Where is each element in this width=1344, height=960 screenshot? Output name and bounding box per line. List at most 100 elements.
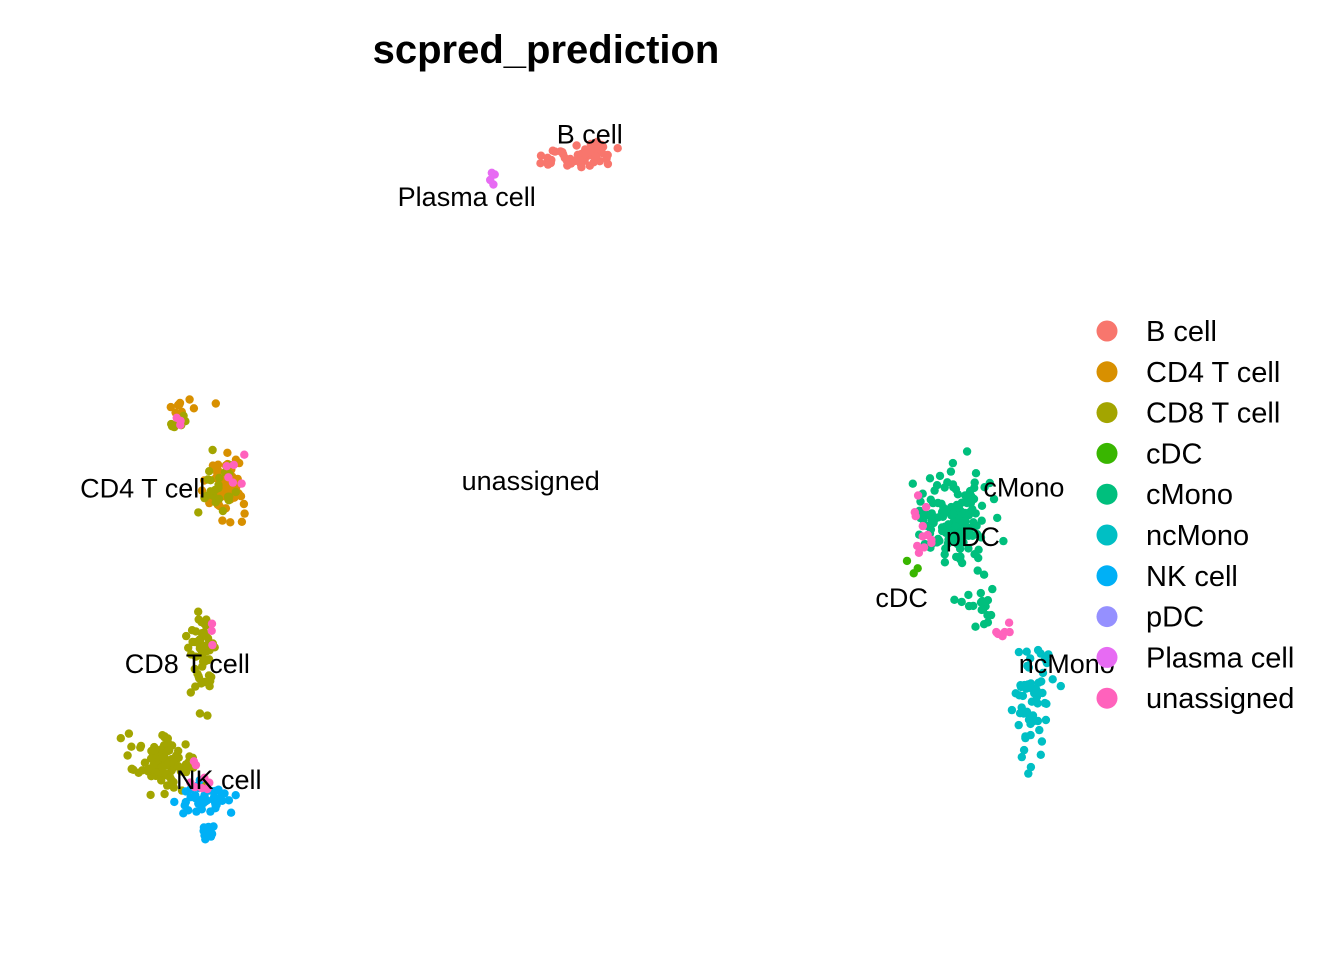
legend-item-plasma-cell: Plasma cell [1096, 642, 1294, 674]
point-cd8-t-cell [208, 445, 217, 455]
point-cmono [930, 486, 939, 495]
cluster-label-plasma-cell: Plasma cell [398, 182, 536, 212]
point-b-cell [547, 155, 556, 165]
legend-label-b-cell: B cell [1146, 316, 1217, 348]
point-cd8-t-cell [195, 709, 205, 718]
point-ncmono [1056, 681, 1066, 691]
point-cmono [969, 601, 978, 611]
point-cmono [958, 531, 968, 541]
point-nk-cell [209, 795, 218, 805]
point-ncmono [1033, 699, 1042, 708]
point-ncmono [1007, 705, 1017, 715]
point-unassigned [913, 491, 923, 500]
point-b-cell [591, 152, 600, 161]
point-cmono [988, 584, 997, 594]
point-b-cell [536, 151, 546, 160]
point-cd8-t-cell [158, 763, 167, 772]
cluster-label-cd8-t-cell: CD8 T cell [125, 649, 250, 679]
point-cd8-t-cell [167, 775, 176, 784]
legend-key-b-cell [1096, 320, 1118, 342]
point-cdc [902, 556, 912, 566]
point-unassigned [921, 502, 931, 512]
legend-item-cmono: cMono [1096, 479, 1233, 511]
point-cmono [943, 539, 953, 548]
point-cmono [957, 498, 966, 507]
point-cmono [976, 533, 986, 542]
point-ncmono [1036, 750, 1046, 759]
point-nk-cell [184, 806, 193, 815]
legend: B cell CD4 T cell CD8 T cell cDC cMono ncMono… [1096, 316, 1294, 715]
point-ncmono [1019, 745, 1029, 755]
point-cd8-t-cell [157, 776, 166, 785]
point-cmono [968, 531, 977, 540]
point-cmono [940, 558, 950, 567]
point-cd8-t-cell [146, 790, 155, 800]
point-cd8-t-cell [123, 751, 132, 760]
point-ncmono [1035, 725, 1044, 735]
point-ncmono [1011, 689, 1020, 698]
point-cd8-t-cell [194, 508, 203, 517]
point-unassigned [998, 632, 1007, 641]
point-cd8-t-cell [150, 746, 160, 755]
point-ncmono [1033, 690, 1042, 700]
point-cmono [908, 479, 917, 488]
point-cmono [979, 620, 989, 629]
point-cmono [964, 590, 973, 600]
legend-key-unassigned [1096, 687, 1118, 709]
point-cmono [961, 516, 970, 526]
point-unassigned [228, 478, 238, 487]
point-cd8-t-cell [215, 473, 224, 483]
point-cmono [966, 495, 975, 505]
legend-label-plasma-cell: Plasma cell [1146, 642, 1294, 674]
legend-label-cd4-t-cell: CD4 T cell [1146, 357, 1280, 389]
legend-item-cdc: cDC [1096, 438, 1202, 470]
point-cd8-t-cell [195, 674, 204, 683]
point-unassigned [190, 782, 199, 792]
point-cd8-t-cell [206, 487, 215, 496]
legend-key-cd4-t-cell [1096, 361, 1118, 383]
point-cmono [977, 516, 986, 525]
cluster-label-nk-cell: NK cell [176, 765, 262, 795]
point-ncmono [1024, 769, 1033, 778]
point-cd4-t-cell [218, 516, 227, 525]
point-unassigned [197, 784, 207, 793]
point-cmono [955, 544, 965, 553]
point-cd8-t-cell [174, 746, 183, 756]
point-ncmono [1041, 715, 1051, 725]
point-cmono [971, 622, 980, 631]
point-cd4-t-cell [166, 402, 175, 412]
legend-item-cd8-t-cell: CD8 T cell [1096, 398, 1280, 430]
point-cd8-t-cell [200, 493, 209, 503]
point-cmono [928, 498, 938, 508]
point-cd8-t-cell [218, 506, 228, 516]
point-cmono [961, 491, 970, 500]
point-cd4-t-cell [240, 509, 249, 518]
point-ncmono [1038, 668, 1048, 678]
point-b-cell [550, 147, 560, 156]
point-cd8-t-cell [116, 734, 126, 743]
point-cd8-t-cell [158, 731, 167, 740]
point-cd8-t-cell [182, 631, 191, 641]
legend-key-cdc [1096, 442, 1118, 464]
point-cd8-t-cell [140, 758, 150, 767]
cluster-label-cmono: cMono [983, 472, 1064, 502]
point-cd4-t-cell [211, 399, 220, 408]
point-unassigned [237, 479, 246, 488]
legend-label-pdc: pDC [1146, 602, 1204, 634]
point-ncmono [1014, 720, 1023, 730]
point-unassigned [927, 535, 936, 545]
point-cd8-t-cell [169, 783, 178, 792]
point-unassigned [913, 541, 922, 551]
cluster-label-cd4-t-cell: CD4 T cell [80, 473, 205, 503]
point-cd8-t-cell [199, 628, 209, 637]
point-cmono [950, 595, 959, 604]
cluster-label-pdc: pDC [946, 522, 1000, 552]
point-cd8-t-cell [214, 494, 224, 503]
point-nk-cell [231, 791, 240, 800]
point-ncmono [1018, 691, 1028, 701]
point-cmono [986, 610, 996, 620]
point-ncmono [1019, 709, 1028, 718]
legend-item-nk-cell: NK cell [1096, 561, 1238, 593]
point-cd8-t-cell [127, 764, 136, 774]
point-b-cell [602, 154, 611, 163]
